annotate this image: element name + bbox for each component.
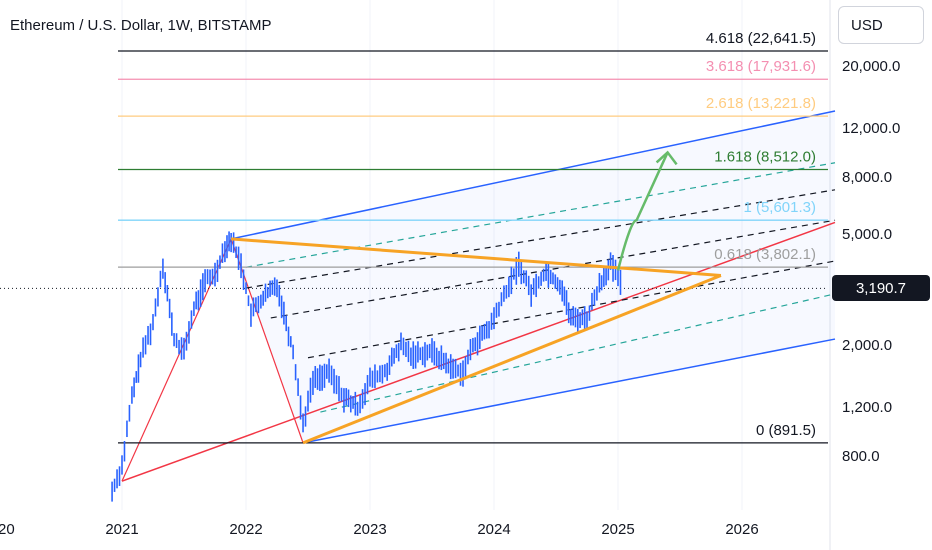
dashed-line-upper [245, 189, 836, 289]
regression-channel [121, 110, 836, 482]
grid [121, 0, 743, 510]
fib-label-2.618: 2.618 (13,221.8) [706, 95, 816, 112]
arrow-head [655, 150, 678, 166]
dashed-green-upper [245, 162, 836, 268]
fib-label-1: 1 (5,601.3) [743, 199, 816, 216]
fib-extension-levels: 4.618 (22,641.5) 3.618 (17,931.6) 2.618 (1… [0, 30, 828, 444]
fib-label-0.618: 0.618 (3,802.1) [714, 246, 816, 263]
time-tick-2021: 2021 [105, 521, 138, 538]
last-price-tag: 3,190.7 [832, 275, 930, 301]
dashed-line-mid [270, 219, 836, 319]
currency-button[interactable]: USD [838, 6, 924, 44]
channel-lower-line [302, 338, 836, 444]
fib-label-3.618: 3.618 (17,931.6) [706, 58, 816, 75]
symmetrical-triangle [231, 237, 722, 445]
arrow-shaft [616, 151, 669, 271]
price-tick-2000: 2,000.0 [842, 337, 892, 354]
time-tick-2022: 2022 [229, 521, 262, 538]
price-axis: 800.0 1,200.0 2,000.0 5,000.0 8,000.0 12,000.… [842, 58, 900, 465]
channel-fill [231, 110, 835, 443]
fib-label-4.618: 4.618 (22,641.5) [706, 30, 816, 47]
chart-title: Ethereum / U.S. Dollar, 1W, BITSTAMP [10, 17, 271, 34]
triangle-lower-line [302, 274, 722, 445]
projection-arrow [616, 150, 678, 271]
time-tick-2023: 2023 [353, 521, 386, 538]
time-tick-2024: 2024 [477, 521, 510, 538]
fib-label-1.618: 1.618 (8,512.0) [714, 149, 816, 166]
fib-label-0: 0 (891.5) [756, 422, 816, 439]
triangle-upper-line [231, 237, 722, 277]
price-tick-1200: 1,200.0 [842, 399, 892, 416]
channel-mid-line [121, 221, 836, 482]
channel-upper-line [230, 110, 836, 240]
price-tick-5000: 5,000.0 [842, 226, 892, 243]
time-tick-2026: 2026 [725, 521, 758, 538]
time-tick-2025: 2025 [601, 521, 634, 538]
price-tick-8000: 8,000.0 [842, 169, 892, 186]
price-tick-20000: 20,000.0 [842, 58, 900, 75]
price-tick-12000: 12,000.0 [842, 120, 900, 137]
price-tick-800: 800.0 [842, 448, 880, 465]
